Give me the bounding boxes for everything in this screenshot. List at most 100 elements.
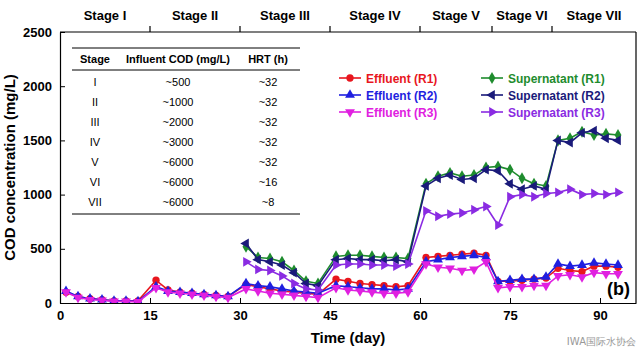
series-point: [97, 297, 107, 303]
plot-data: [61, 126, 624, 303]
series-point: [615, 188, 624, 198]
y-tick: 1500: [23, 133, 65, 148]
series-point: [507, 192, 516, 202]
stage-label: Stage VI: [496, 8, 547, 23]
series-point: [253, 280, 263, 289]
series-point: [240, 238, 249, 248]
legend-label: Supernatant (R2): [508, 89, 605, 103]
table-cell: ~16: [259, 176, 278, 188]
legend-item: Supernatant (R1): [481, 72, 605, 86]
series-point: [252, 255, 261, 265]
series-point: [553, 258, 563, 267]
stages: Stage IStage IIStage IIIStage IVStage VS…: [84, 8, 622, 32]
series-point: [459, 208, 468, 218]
series-point: [588, 126, 597, 136]
table-cell: ~6000: [163, 196, 194, 208]
series-point: [288, 268, 297, 278]
legend: Effluent (R1)Effluent (R2)Effluent (R3)S…: [339, 72, 605, 120]
series-point: [469, 250, 479, 259]
legend-item: Supernatant (R2): [481, 89, 605, 103]
series-point: [577, 274, 587, 283]
series-point: [565, 260, 575, 269]
table-header: HRT (h): [248, 53, 288, 65]
series-point: [447, 209, 456, 219]
x-tick-mark: [510, 298, 511, 303]
table-cell: ~6000: [163, 176, 194, 188]
stage-label: Stage III: [260, 8, 310, 23]
series-point: [541, 283, 551, 292]
series-point: [493, 285, 503, 294]
table-cell: VII: [88, 196, 101, 208]
series-point: [517, 273, 527, 282]
series-point: [589, 270, 599, 279]
series-point: [504, 179, 513, 189]
series-point: [241, 278, 251, 287]
legend-marker: [345, 109, 355, 118]
series-point: [313, 295, 323, 303]
series-point: [531, 192, 540, 202]
table-cell: ~3000: [163, 136, 194, 148]
series-line: [246, 131, 618, 286]
series-point: [265, 281, 275, 290]
y-tick-mark: [60, 140, 65, 141]
x-tick: 60: [413, 298, 427, 323]
frame-right: [635, 32, 636, 303]
series-point: [601, 258, 611, 267]
y-tick-label: 0: [45, 296, 52, 311]
y-tick-label: 2000: [23, 79, 52, 94]
x-tick-label: 0: [57, 308, 64, 323]
series-point: [495, 220, 504, 230]
series-point: [151, 285, 161, 294]
series-point: [243, 257, 252, 267]
series-point: [519, 172, 526, 184]
y-tick: 0: [45, 296, 65, 311]
series-point: [591, 189, 600, 199]
y-tick: 2500: [23, 25, 65, 40]
stage-separator: [239, 26, 240, 32]
series-point: [423, 206, 432, 216]
x-axis-title: Time (day): [311, 329, 386, 346]
y-tick: 1000: [23, 187, 65, 202]
series-point: [73, 295, 83, 303]
y-tick-label: 1500: [23, 133, 52, 148]
x-tick-label: 60: [413, 308, 427, 323]
series-point: [187, 291, 197, 300]
watermark: IWA国际水协会: [567, 336, 636, 347]
series-point: [303, 284, 312, 294]
legend-label: Effluent (R1): [366, 72, 437, 86]
series-point: [381, 260, 390, 270]
y-tick-mark: [60, 195, 65, 196]
series-point: [163, 289, 173, 298]
stage-label: Stage V: [432, 8, 480, 23]
series-point: [241, 286, 251, 295]
legend-label: Supernatant (R3): [508, 106, 605, 120]
series-point: [483, 202, 492, 212]
table-header: Influent COD (mg/L): [126, 53, 230, 65]
y-tick-mark: [60, 303, 65, 304]
series-line: [246, 189, 618, 290]
series-point: [85, 297, 95, 303]
legend-marker: [486, 90, 495, 100]
series-point: [277, 283, 287, 292]
table-cell: ~2000: [163, 116, 194, 128]
table-cell: I: [93, 76, 96, 88]
series-point: [576, 128, 585, 138]
legend-marker: [346, 74, 353, 81]
x-tick-label: 30: [233, 308, 247, 323]
series-point: [405, 259, 414, 269]
x-tick-mark: [150, 298, 151, 303]
y-tick: 2000: [23, 79, 65, 94]
series-point: [577, 259, 587, 268]
series-point: [391, 290, 401, 299]
series-point: [211, 294, 221, 303]
table-rule: [72, 214, 300, 215]
x-tick: 90: [593, 298, 607, 323]
series-point: [345, 259, 354, 269]
table-cell: ~32: [259, 116, 278, 128]
series-point: [403, 289, 413, 298]
series-point: [331, 285, 341, 294]
series-point: [612, 135, 621, 145]
y-tick-mark: [60, 249, 65, 250]
series-point: [379, 290, 389, 299]
series-point: [432, 173, 441, 183]
